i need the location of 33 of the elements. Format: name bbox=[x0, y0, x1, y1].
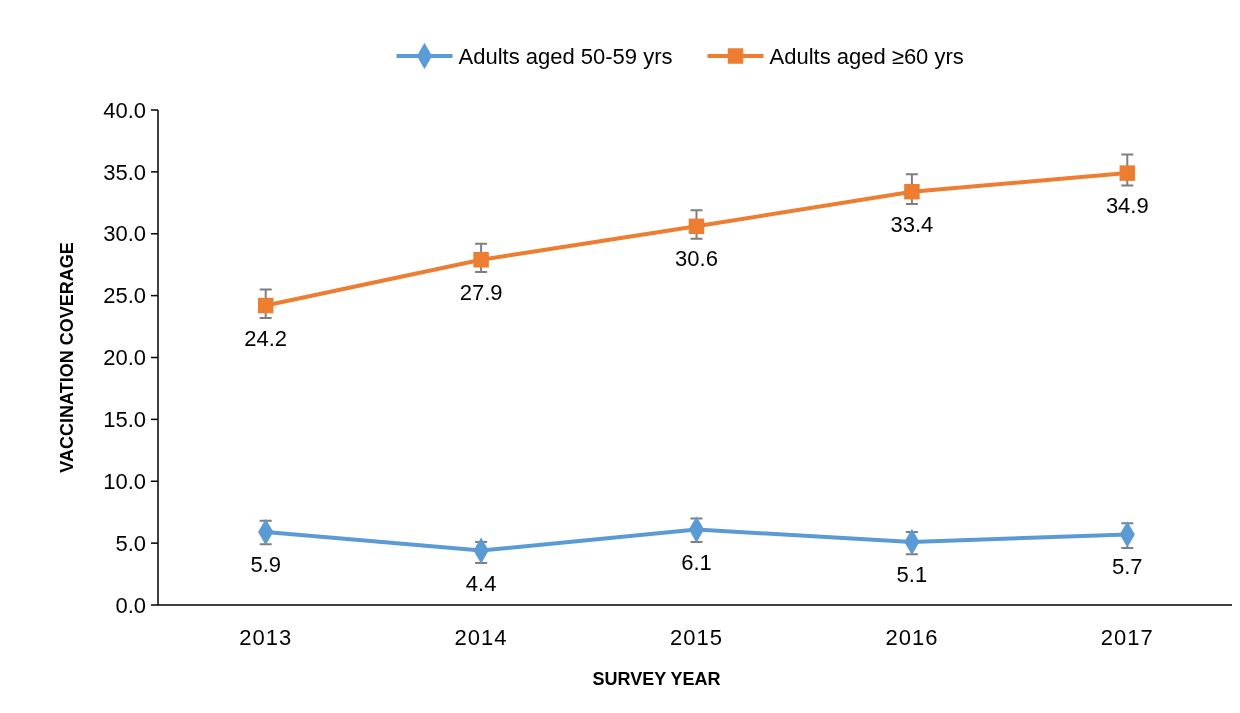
x-tick-label: 2017 bbox=[1100, 625, 1154, 650]
y-tick-label: 15.0 bbox=[103, 407, 146, 433]
y-axis-title: VACCINATION COVERAGE bbox=[57, 242, 77, 473]
data-label: 33.4 bbox=[890, 211, 934, 237]
point bbox=[1119, 165, 1136, 181]
y-tick-label: 10.0 bbox=[103, 468, 146, 494]
x-tick-label: 2016 bbox=[885, 625, 939, 650]
data-label: 5.9 bbox=[250, 551, 281, 577]
legend-label: Adults aged 50-59 yrs bbox=[458, 43, 673, 69]
data-label: 5.7 bbox=[1112, 554, 1143, 580]
point bbox=[473, 251, 489, 268]
point bbox=[688, 218, 705, 235]
point bbox=[904, 183, 920, 200]
y-tick-label: 40.0 bbox=[103, 97, 146, 123]
data-label: 27.9 bbox=[459, 279, 503, 305]
x-tick-label: 2014 bbox=[454, 625, 508, 650]
y-tick-label: 25.0 bbox=[103, 283, 146, 309]
legend-label: Adults aged ≥60 yrs bbox=[769, 43, 964, 69]
y-tick-label: 0.0 bbox=[115, 592, 146, 618]
x-axis-title: SURVEY YEAR bbox=[592, 669, 721, 689]
y-tick-label: 20.0 bbox=[103, 345, 146, 371]
x-tick-label: 2013 bbox=[239, 625, 293, 650]
data-label: 4.4 bbox=[465, 570, 497, 596]
y-tick-label: 5.0 bbox=[115, 530, 146, 556]
data-label: 24.2 bbox=[244, 325, 288, 351]
data-label: 30.6 bbox=[675, 246, 718, 272]
data-label: 5.1 bbox=[896, 561, 928, 587]
y-tick-label: 35.0 bbox=[103, 159, 146, 185]
data-label: 34.9 bbox=[1105, 193, 1149, 219]
y-tick-label: 30.0 bbox=[103, 221, 146, 247]
x-tick-label: 2015 bbox=[670, 625, 723, 650]
data-label: 6.1 bbox=[681, 549, 712, 575]
point bbox=[257, 297, 274, 314]
